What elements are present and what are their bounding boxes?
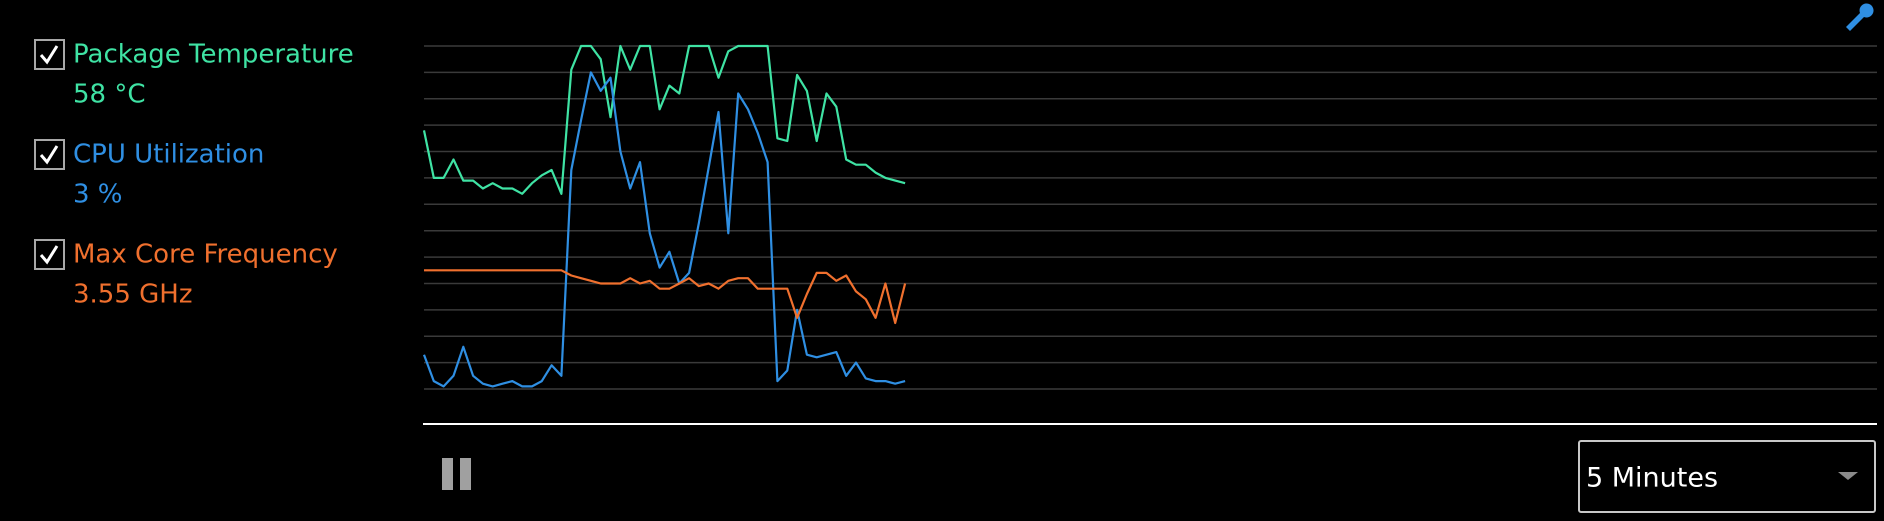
pause-bar [460, 458, 471, 490]
legend-label: Package Temperature [73, 40, 354, 70]
check-mark [39, 145, 59, 165]
time-range-dropdown[interactable]: 5 Minutes [1578, 440, 1876, 513]
dropdown-box [1578, 440, 1876, 513]
checkbox[interactable] [34, 239, 65, 270]
dropdown-label: 5 Minutes [1586, 463, 1718, 494]
legend-reading: 3 % [73, 180, 123, 210]
series-line [422, 44, 906, 195]
dropdown-arrow [1838, 472, 1858, 480]
check-mark [39, 245, 59, 265]
wrench [1846, 3, 1874, 31]
legend-reading: 58 °C [73, 80, 146, 110]
legend-label: Max Core Frequency [73, 240, 338, 270]
check-mark [39, 45, 59, 65]
pause-button[interactable] [442, 458, 471, 490]
checkbox[interactable] [34, 139, 65, 170]
checkbox[interactable] [34, 39, 65, 70]
legend-label: CPU Utilization [73, 140, 264, 170]
legend-reading: 3.55 GHz [73, 280, 193, 310]
series-line [424, 269, 907, 325]
series-line [422, 71, 906, 388]
settings-icon[interactable] [1846, 3, 1874, 31]
pause-bar [442, 458, 453, 490]
